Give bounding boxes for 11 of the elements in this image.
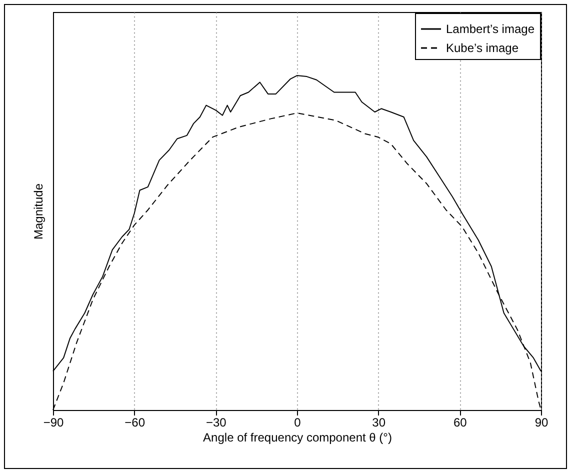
x-tick-label: −90 <box>43 416 64 430</box>
x-tick-label: 30 <box>372 416 386 430</box>
legend-label: Kube’s image <box>446 41 519 55</box>
x-tick-label: 90 <box>534 416 548 430</box>
x-tick-label: 0 <box>294 416 302 430</box>
x-tick-label: 60 <box>453 416 468 430</box>
x-tick-label: −30 <box>206 416 227 430</box>
legend-label: Lambert’s image <box>446 22 535 36</box>
x-axis-title: Angle of frequency component θ (°) <box>203 430 392 444</box>
y-axis-title: Magnitude <box>32 183 46 240</box>
x-tick-label: −60 <box>124 416 146 430</box>
